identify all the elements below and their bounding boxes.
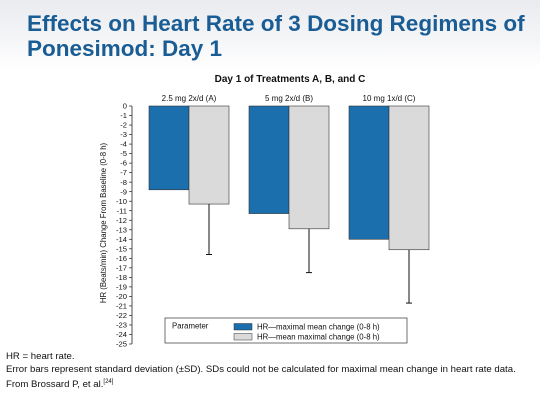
y-tick-label: -7 bbox=[120, 168, 127, 177]
y-tick-label: -13 bbox=[116, 225, 127, 234]
y-tick-label: -3 bbox=[120, 130, 127, 139]
footnote-source: From Brossard P, et al.[24] bbox=[6, 376, 531, 391]
slide-header bbox=[0, 0, 540, 70]
bar bbox=[188, 105, 230, 205]
slide-title: Effects on Heart Rate of 3 Dosing Regime… bbox=[27, 11, 525, 61]
footnote-error-bars: Error bars represent standard deviation … bbox=[6, 364, 516, 375]
y-tick-label: -5 bbox=[120, 149, 127, 158]
category-label: 2.5 mg 2x/d (A) bbox=[162, 94, 217, 103]
y-tick-label: -20 bbox=[116, 292, 127, 301]
footnote-source-text: From Brossard P, et al. bbox=[6, 379, 104, 391]
chart-title: Day 1 of Treatments A, B, and C bbox=[215, 74, 366, 85]
y-tick-label: -24 bbox=[116, 330, 127, 339]
y-tick-label: -4 bbox=[120, 140, 127, 149]
y-tick-label: -6 bbox=[120, 159, 127, 168]
y-tick-label: 0 bbox=[123, 102, 127, 111]
y-tick-label: -9 bbox=[120, 187, 127, 196]
bar bbox=[348, 105, 390, 240]
legend-label: HR—mean maximal change (0-8 h) bbox=[257, 333, 380, 342]
y-tick-label: -14 bbox=[116, 235, 127, 244]
y-tick-label: -10 bbox=[116, 197, 127, 206]
y-tick-label: -22 bbox=[116, 311, 127, 320]
y-tick-label: -23 bbox=[116, 321, 127, 330]
legend-swatch bbox=[233, 323, 253, 331]
legend-box bbox=[164, 317, 408, 344]
bar bbox=[288, 105, 330, 230]
legend-title: Parameter bbox=[172, 322, 209, 331]
y-tick-label: -12 bbox=[116, 216, 127, 225]
bar bbox=[388, 105, 430, 251]
footnote-reference: [24] bbox=[103, 379, 114, 385]
y-tick-label: -1 bbox=[120, 111, 127, 120]
bar bbox=[248, 105, 290, 214]
bar-chart: Day 1 of Treatments A, B, and C HR (Beat… bbox=[99, 74, 430, 349]
y-tick-label: -18 bbox=[116, 273, 127, 282]
bar bbox=[148, 105, 190, 191]
y-tick-label: -16 bbox=[116, 254, 127, 263]
legend-label: HR—maximal mean change (0-8 h) bbox=[257, 323, 380, 332]
y-tick-label: -15 bbox=[116, 244, 127, 253]
y-tick-label: -19 bbox=[116, 282, 127, 291]
footnotes: HR = heart rate. Error bars represent st… bbox=[6, 350, 531, 391]
footnote-abbreviation: HR = heart rate. bbox=[6, 351, 75, 362]
legend-swatch bbox=[233, 333, 253, 341]
y-tick-label: -8 bbox=[120, 178, 127, 187]
bars: 2.5 mg 2x/d (A) 5 mg 2x/d (B) 10 mg 1x/d (… bbox=[148, 94, 430, 304]
y-tick-label: -21 bbox=[116, 302, 127, 311]
category-label: 10 mg 1x/d (C) bbox=[363, 94, 416, 103]
axes: 0-1-2-3-4-5-6-7-8-9-10-11-12-13-14-15-16… bbox=[116, 102, 133, 349]
y-tick-label: -11 bbox=[117, 206, 127, 215]
y-tick-label: -17 bbox=[116, 263, 127, 272]
y-tick-label: -25 bbox=[116, 340, 127, 349]
y-tick-label: -2 bbox=[120, 121, 127, 130]
legend: Parameter HR—maximal mean change (0-8 h)H… bbox=[164, 317, 408, 344]
category-label: 5 mg 2x/d (B) bbox=[265, 94, 313, 103]
y-axis-label: HR (Beats/min) Change From Baseline (0-8… bbox=[99, 142, 108, 303]
